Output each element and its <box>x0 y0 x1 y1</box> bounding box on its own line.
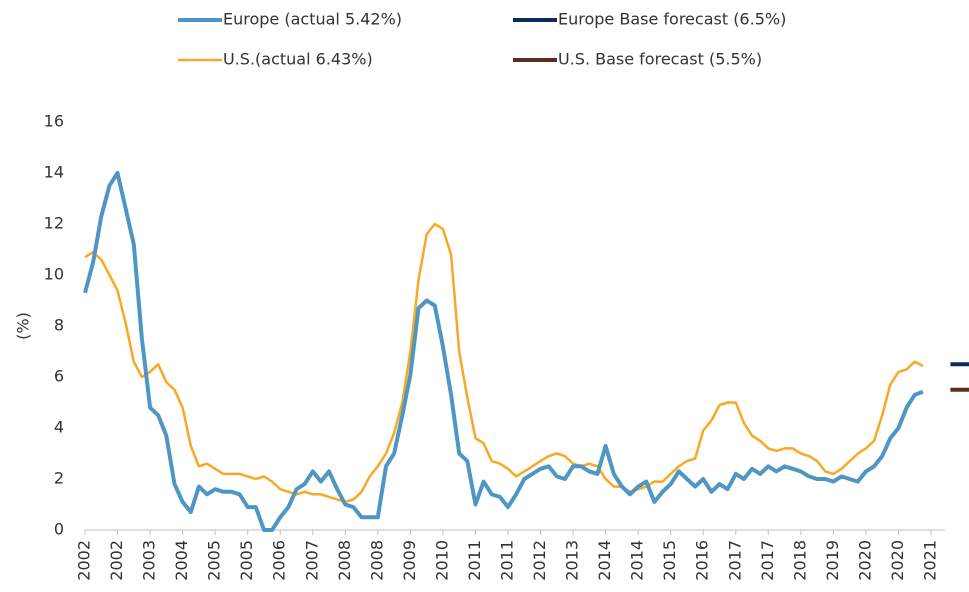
series-line <box>83 171 924 532</box>
x-tick-label: 2020 <box>855 540 874 581</box>
x-tick-label: 2007 <box>302 540 321 581</box>
x-tick-label: 2019 <box>823 540 842 581</box>
y-tick-label: 10 <box>44 265 64 284</box>
x-tick-label: 2011 <box>498 540 517 581</box>
x-tick-label: 2009 <box>400 540 419 581</box>
y-tick-label: 6 <box>54 367 64 386</box>
x-tick-label: 2017 <box>725 540 744 581</box>
y-tick-label: 0 <box>54 520 64 539</box>
x-tick-label: 2008 <box>335 540 354 581</box>
x-tick-label: 2004 <box>172 540 191 581</box>
x-tick-label: 2008 <box>367 540 386 581</box>
x-tick-label: 2013 <box>563 540 582 581</box>
x-tick-label: 2017 <box>758 540 777 581</box>
x-tick-label: 2012 <box>530 540 549 581</box>
x-tick-label: 2020 <box>888 540 907 581</box>
y-axis-label: (%) <box>14 312 33 340</box>
x-tick-label: 2003 <box>140 540 159 581</box>
x-tick-label: 2010 <box>432 540 451 581</box>
x-tick-label: 2005 <box>205 540 224 581</box>
y-tick-label: 16 <box>44 112 64 131</box>
x-tick-label: 2021 <box>921 540 940 581</box>
x-tick-label: 2018 <box>790 540 809 581</box>
x-tick-label: 2014 <box>628 540 647 581</box>
x-tick-label: 2015 <box>660 540 679 581</box>
x-tick-label: 2002 <box>107 540 126 581</box>
x-tick-label: 2016 <box>693 540 712 581</box>
x-tick-label: 2006 <box>270 540 289 581</box>
series-line <box>84 222 924 504</box>
legend-label: Europe Base forecast (6.5%) <box>558 10 786 29</box>
y-tick-label: 14 <box>44 163 64 182</box>
legend-label: U.S. Base forecast (5.5%) <box>558 50 762 69</box>
y-tick-label: 12 <box>44 214 64 233</box>
legend-label: U.S.(actual 6.43%) <box>223 50 373 69</box>
x-tick-label: 2005 <box>237 540 256 581</box>
y-tick-label: 2 <box>54 469 64 488</box>
x-tick-label: 2002 <box>75 540 94 581</box>
y-tick-label: 8 <box>54 316 64 335</box>
x-tick-label: 2011 <box>465 540 484 581</box>
x-tick-label: 2014 <box>595 540 614 581</box>
y-tick-label: 4 <box>54 418 64 437</box>
legend-label: Europe (actual 5.42%) <box>223 10 402 29</box>
